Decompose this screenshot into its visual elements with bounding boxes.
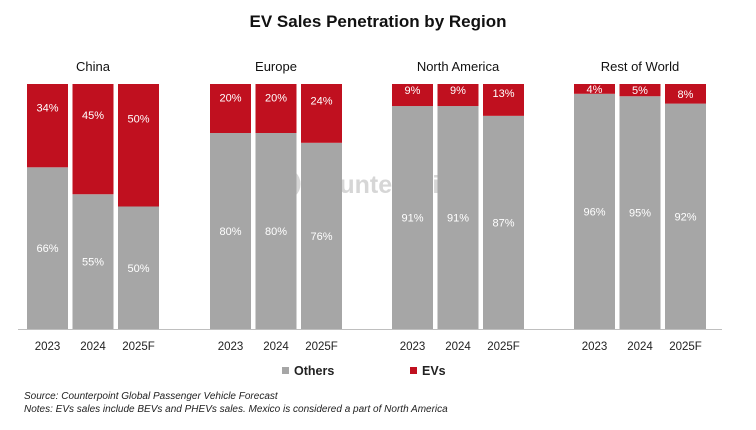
x-tick-north-america-2025f: 2025F bbox=[487, 341, 520, 353]
bar-others-china-2024 bbox=[72, 194, 114, 329]
label-evs-rest-of-world-2024: 5% bbox=[632, 85, 648, 97]
label-others-europe-2025f: 76% bbox=[310, 231, 332, 243]
bar-others-north-america-2023 bbox=[392, 106, 433, 329]
legend: Others EVs bbox=[282, 364, 446, 378]
label-evs-china-2025f: 50% bbox=[127, 113, 149, 125]
bar-others-china-2023 bbox=[27, 167, 68, 329]
x-tick-europe-2025f: 2025F bbox=[305, 341, 338, 353]
bar-others-rest-of-world-2024 bbox=[619, 96, 661, 329]
label-others-rest-of-world-2024: 95% bbox=[629, 208, 651, 220]
label-others-europe-2023: 80% bbox=[219, 226, 241, 238]
legend-label-evs: EVs bbox=[422, 364, 446, 378]
bar-evs-rest-of-world-2024 bbox=[619, 84, 661, 97]
chart-panels: China66%34%202355%45%202450%50%2025FEuro… bbox=[18, 59, 722, 353]
x-tick-china-2024: 2024 bbox=[80, 341, 106, 353]
bar-evs-china-2023 bbox=[27, 84, 68, 168]
label-others-north-america-2025f: 87% bbox=[492, 217, 514, 229]
x-tick-rest-of-world-2023: 2023 bbox=[582, 341, 608, 353]
label-evs-north-america-2023: 9% bbox=[405, 85, 421, 97]
panel-china: China 66% 34% 2023 55% 45% 2024 50% 50% 2025F bbox=[27, 59, 159, 353]
x-tick-china-2025f: 2025F bbox=[122, 341, 155, 353]
panel-north-america: North America 91% 9% 2023 91% 9% 2024 87% 13% 202… bbox=[392, 59, 524, 353]
label-others-rest-of-world-2023: 96% bbox=[583, 206, 605, 218]
x-tick-china-2023: 2023 bbox=[35, 341, 61, 353]
bar-others-north-america-2025f bbox=[483, 115, 524, 329]
bar-evs-china-2024 bbox=[72, 84, 114, 195]
bar-evs-europe-2025f bbox=[301, 84, 342, 143]
x-tick-rest-of-world-2025f: 2025F bbox=[669, 341, 702, 353]
bar-evs-europe-2024 bbox=[255, 84, 297, 133]
bar-evs-north-america-2024 bbox=[437, 84, 479, 107]
label-others-europe-2024: 80% bbox=[265, 226, 287, 238]
x-tick-europe-2023: 2023 bbox=[218, 341, 244, 353]
bar-others-europe-2025f bbox=[301, 142, 342, 329]
x-tick-europe-2024: 2024 bbox=[263, 341, 289, 353]
label-evs-north-america-2025f: 13% bbox=[492, 88, 514, 100]
label-evs-rest-of-world-2025f: 8% bbox=[678, 89, 694, 101]
label-others-north-america-2023: 91% bbox=[401, 213, 423, 225]
label-others-rest-of-world-2025f: 92% bbox=[674, 211, 696, 223]
x-tick-rest-of-world-2024: 2024 bbox=[627, 341, 653, 353]
label-others-china-2025f: 50% bbox=[127, 263, 149, 275]
label-evs-europe-2023: 20% bbox=[219, 93, 241, 105]
bar-others-rest-of-world-2025f bbox=[665, 103, 706, 329]
legend-label-others: Others bbox=[294, 364, 334, 378]
bar-evs-north-america-2025f bbox=[483, 84, 524, 116]
x-tick-north-america-2023: 2023 bbox=[400, 341, 426, 353]
panel-title-rest-of-world: Rest of World bbox=[601, 59, 680, 74]
bar-evs-rest-of-world-2025f bbox=[665, 84, 706, 104]
label-others-china-2024: 55% bbox=[82, 257, 104, 269]
label-evs-europe-2025f: 24% bbox=[310, 95, 332, 107]
watermark: Counterpoint bbox=[267, 167, 464, 201]
bar-others-china-2025f bbox=[118, 206, 159, 329]
panel-rest-of-world: Rest of World 96% 4% 2023 95% 5% 2024 92% 8% 2025… bbox=[574, 59, 706, 353]
label-evs-europe-2024: 20% bbox=[265, 93, 287, 105]
bar-others-europe-2024 bbox=[255, 133, 297, 329]
panel-title-europe: Europe bbox=[255, 59, 297, 74]
bar-others-north-america-2024 bbox=[437, 106, 479, 329]
source-note: Source: Counterpoint Global Passenger Ve… bbox=[24, 391, 279, 402]
x-tick-north-america-2024: 2024 bbox=[445, 341, 471, 353]
label-evs-north-america-2024: 9% bbox=[450, 85, 466, 97]
bar-evs-europe-2023 bbox=[210, 84, 251, 133]
bar-others-rest-of-world-2023 bbox=[574, 93, 615, 329]
bar-evs-rest-of-world-2023 bbox=[574, 84, 615, 94]
legend-item-others: Others bbox=[282, 364, 334, 378]
panel-europe: Europe 80% 20% 2023 80% 20% 2024 76% 24% 2025F bbox=[210, 59, 342, 353]
panel-title-north-america: North America bbox=[417, 59, 500, 74]
panel-title-china: China bbox=[76, 59, 111, 74]
legend-swatch-evs bbox=[410, 367, 417, 374]
bar-evs-china-2025f bbox=[118, 84, 159, 207]
label-evs-china-2024: 45% bbox=[82, 110, 104, 122]
notes-text: Notes: EVs sales include BEVs and PHEVs … bbox=[24, 404, 448, 415]
label-evs-china-2023: 34% bbox=[36, 102, 58, 114]
chart-title: EV Sales Penetration by Region bbox=[250, 12, 507, 31]
bar-others-europe-2023 bbox=[210, 133, 251, 329]
bar-evs-north-america-2023 bbox=[392, 84, 433, 107]
label-evs-rest-of-world-2023: 4% bbox=[587, 84, 603, 96]
label-others-china-2023: 66% bbox=[36, 243, 58, 255]
legend-swatch-others bbox=[282, 367, 289, 374]
legend-item-evs: EVs bbox=[410, 364, 446, 378]
label-others-north-america-2024: 91% bbox=[447, 213, 469, 225]
